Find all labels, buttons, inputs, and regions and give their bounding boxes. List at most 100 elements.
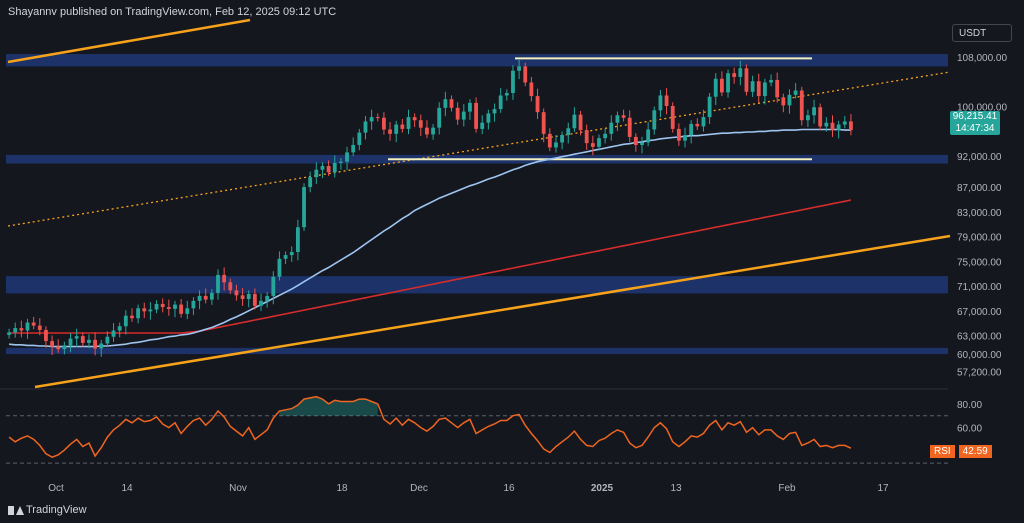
support-resistance-zones (6, 54, 948, 355)
candle-body (375, 117, 380, 119)
candle-body (498, 95, 503, 110)
candle-body (197, 295, 202, 301)
candlestick-series (7, 58, 853, 357)
candle-body (633, 136, 638, 145)
candle-body (93, 339, 98, 349)
rsi-label: RSI (930, 445, 955, 458)
price-tick-label: 83,000.00 (957, 208, 1002, 219)
candle-body (228, 282, 233, 291)
candle-body (775, 80, 780, 98)
candle-body (25, 322, 30, 331)
rsi-tick-label: 60.00 (957, 424, 982, 435)
candle-body (621, 115, 626, 118)
candle-body (117, 326, 122, 331)
tradingview-footer: TradingView (8, 504, 87, 516)
candle-body (320, 166, 325, 170)
candle-body (701, 117, 706, 127)
candle-body (762, 82, 767, 97)
candle-body (695, 123, 700, 127)
price-tick-label: 108,000.00 (957, 53, 1007, 64)
candle-body (252, 294, 257, 306)
candle-body (590, 143, 595, 147)
brand-name: TradingView (26, 504, 87, 516)
candle-body (363, 121, 368, 133)
candle-body (836, 124, 841, 131)
candle-body (289, 251, 294, 256)
candle-body (123, 315, 128, 327)
candle-body (535, 96, 540, 113)
candle-body (806, 115, 810, 121)
candle-body (173, 304, 177, 309)
time-tick-label: 17 (877, 483, 889, 494)
candle-body (388, 129, 392, 134)
candle-body (222, 274, 227, 283)
candle-body (209, 292, 214, 300)
candle-body (486, 113, 491, 123)
candle-body (105, 336, 110, 344)
range-lines (388, 57, 812, 161)
candle-body (793, 90, 798, 95)
candle-body (640, 142, 644, 145)
candle-body (136, 308, 141, 319)
upper-trendline (7, 18, 251, 64)
price-axis: 108,000.00 100,000.00 92,000.00 87,000.00 83… (957, 53, 1007, 378)
price-tick-label: 87,000.00 (957, 183, 1002, 194)
candle-body (547, 133, 552, 148)
candle-body (216, 274, 220, 293)
candle-body (849, 121, 853, 131)
time-tick-label: Dec (410, 483, 428, 494)
lower-trendline (34, 234, 951, 389)
candle-body (707, 96, 712, 118)
candle-body (726, 73, 730, 93)
candle-body (425, 127, 429, 135)
candle-body (351, 144, 356, 153)
ma-slow-line (9, 199, 852, 334)
candle-body (259, 300, 263, 306)
candle-body (99, 343, 104, 349)
candle-body (578, 114, 583, 131)
price-tick-label: 57,200.00 (957, 367, 1002, 378)
candle-body (658, 95, 663, 111)
candle-body (461, 111, 466, 120)
candle-body (799, 90, 804, 121)
last-price-tag: 96,215.41 14:47:34 (950, 111, 1000, 135)
price-tick-label: 67,000.00 (957, 307, 1002, 318)
candle-body (56, 346, 61, 350)
time-tick-label: Oct (48, 483, 64, 494)
ma-fast-path (9, 128, 851, 348)
rsi-overbought-fill (279, 396, 378, 416)
price-tick-label: 60,000.00 (957, 350, 1002, 361)
candle-body (234, 290, 239, 296)
candle-body (44, 329, 48, 342)
time-tick-label: Feb (778, 483, 796, 494)
candle-body (676, 128, 681, 141)
rsi-line (8, 395, 852, 459)
candle-body (191, 300, 196, 309)
candle-body (842, 121, 847, 125)
candle-body (504, 93, 509, 96)
candle-body (265, 295, 270, 301)
currency-unit-selector[interactable]: USDT (952, 24, 1012, 42)
candle-body (652, 110, 657, 130)
candle-body (431, 127, 435, 135)
candle-body (609, 122, 614, 134)
candle-body (142, 308, 147, 312)
tradingview-logo-icon (8, 505, 24, 515)
candle-body (683, 135, 687, 141)
candle-body (80, 336, 85, 343)
time-tick-label: 13 (670, 483, 682, 494)
candle-body (713, 78, 718, 97)
candle-body (345, 152, 349, 162)
candle-body (382, 117, 386, 130)
candle-body (308, 177, 313, 188)
candle-body (277, 258, 282, 277)
time-tick-label: 14 (121, 483, 133, 494)
candle-body (566, 128, 571, 136)
candle-body (400, 124, 405, 129)
last-price: 96,215.41 (952, 111, 998, 122)
candle-body (689, 123, 694, 136)
trendlines (7, 18, 951, 389)
candle-body (541, 112, 546, 134)
